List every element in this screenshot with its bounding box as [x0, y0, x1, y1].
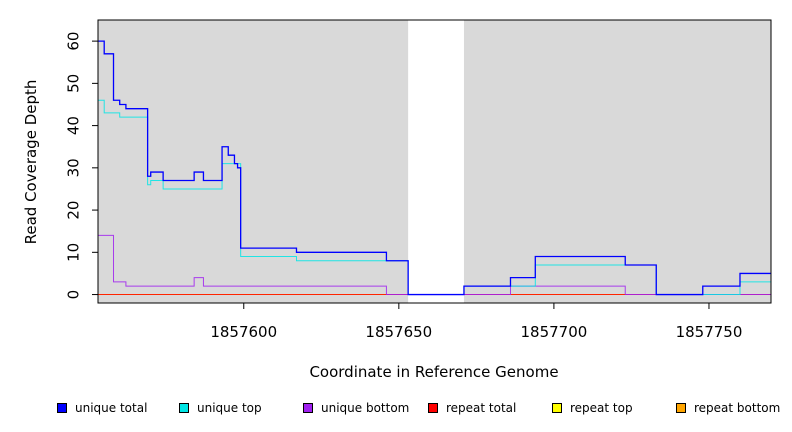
- series-line-unique-bottom: [98, 234, 771, 296]
- series-lines: [98, 40, 771, 296]
- legend-item-unique-total: unique total: [57, 401, 147, 415]
- x-axis-label: Coordinate in Reference Genome: [309, 363, 558, 381]
- x-tick-label: 1857650: [365, 323, 432, 341]
- legend-label: repeat top: [570, 401, 633, 415]
- legend-label: repeat total: [446, 401, 517, 415]
- legend-item-unique-top: unique top: [179, 401, 262, 415]
- legend-item-unique-bottom: unique bottom: [303, 401, 409, 415]
- legend-swatch: [552, 403, 562, 413]
- shaded-region-1: [98, 20, 409, 303]
- x-tick-label: 1857700: [520, 323, 587, 341]
- shaded-regions: [98, 20, 771, 303]
- legend-swatch: [428, 403, 438, 413]
- y-tick-label: 50: [65, 74, 83, 93]
- legend-swatch: [303, 403, 313, 413]
- plot-frame: [97, 19, 772, 304]
- y-axis-label: Read Coverage Depth: [22, 80, 40, 245]
- y-tick-label: 30: [65, 158, 83, 177]
- legend-item-repeat-total: repeat total: [428, 401, 516, 415]
- series-line-unique-total: [98, 40, 771, 296]
- legend-swatch: [676, 403, 686, 413]
- y-tick-label: 40: [65, 116, 83, 135]
- y-axis: 0 10 20 30 40 50 60: [65, 32, 98, 300]
- legend-item-repeat-bottom: repeat bottom: [676, 401, 780, 415]
- y-tick-label: 20: [65, 201, 83, 220]
- legend-label: repeat bottom: [694, 401, 781, 415]
- legend-swatch: [179, 403, 189, 413]
- x-axis: 1857600 1857650 1857700 1857750: [210, 303, 742, 341]
- legend-label: unique total: [75, 401, 148, 415]
- legend-label: unique bottom: [321, 401, 410, 415]
- x-tick-label: 1857750: [676, 323, 743, 341]
- y-tick-label: 60: [65, 32, 83, 51]
- legend-item-repeat-top: repeat top: [552, 401, 633, 415]
- shaded-region-2: [463, 20, 771, 303]
- legend: unique total unique top unique bottom re…: [0, 401, 792, 417]
- y-tick-label: 10: [65, 243, 83, 262]
- y-tick-label: 0: [65, 290, 83, 300]
- x-tick-label: 1857600: [210, 323, 277, 341]
- legend-label: unique top: [197, 401, 262, 415]
- legend-swatch: [57, 403, 67, 413]
